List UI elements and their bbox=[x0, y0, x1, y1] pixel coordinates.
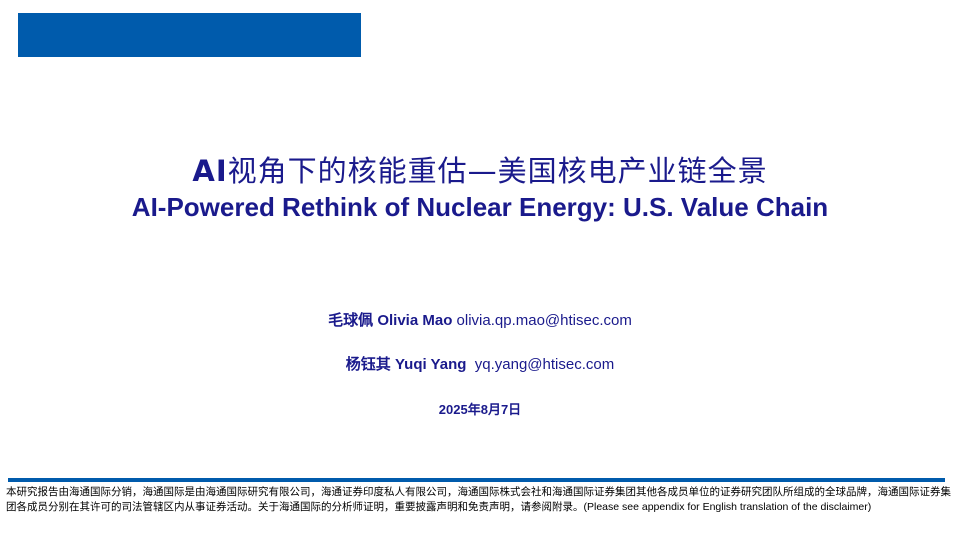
author-2-email[interactable]: yq.yang@htisec.com bbox=[474, 356, 615, 373]
author-2: 杨钰其 Yuqi Yang yq.yang@htisec.com bbox=[345, 355, 615, 373]
author-1: 毛球佩 Olivia Mao olivia.qp.mao@htisec.com bbox=[328, 311, 632, 329]
disclaimer: 本研究报告由海通国际分销，海通国际是由海通国际研究有限公司，海通证券印度私人有限… bbox=[6, 486, 951, 513]
title-english: AI-Powered Rethink of Nuclear Energy: U.… bbox=[131, 192, 829, 222]
title-chinese: AI视角下的核能重估—美国核电产业链全景 bbox=[192, 154, 768, 188]
report-date: 2025年8月7日 bbox=[438, 402, 522, 417]
author-1-email[interactable]: olivia.qp.mao@htisec.com bbox=[456, 312, 632, 329]
header-brand-bar bbox=[18, 13, 361, 57]
footer-divider bbox=[8, 478, 945, 482]
